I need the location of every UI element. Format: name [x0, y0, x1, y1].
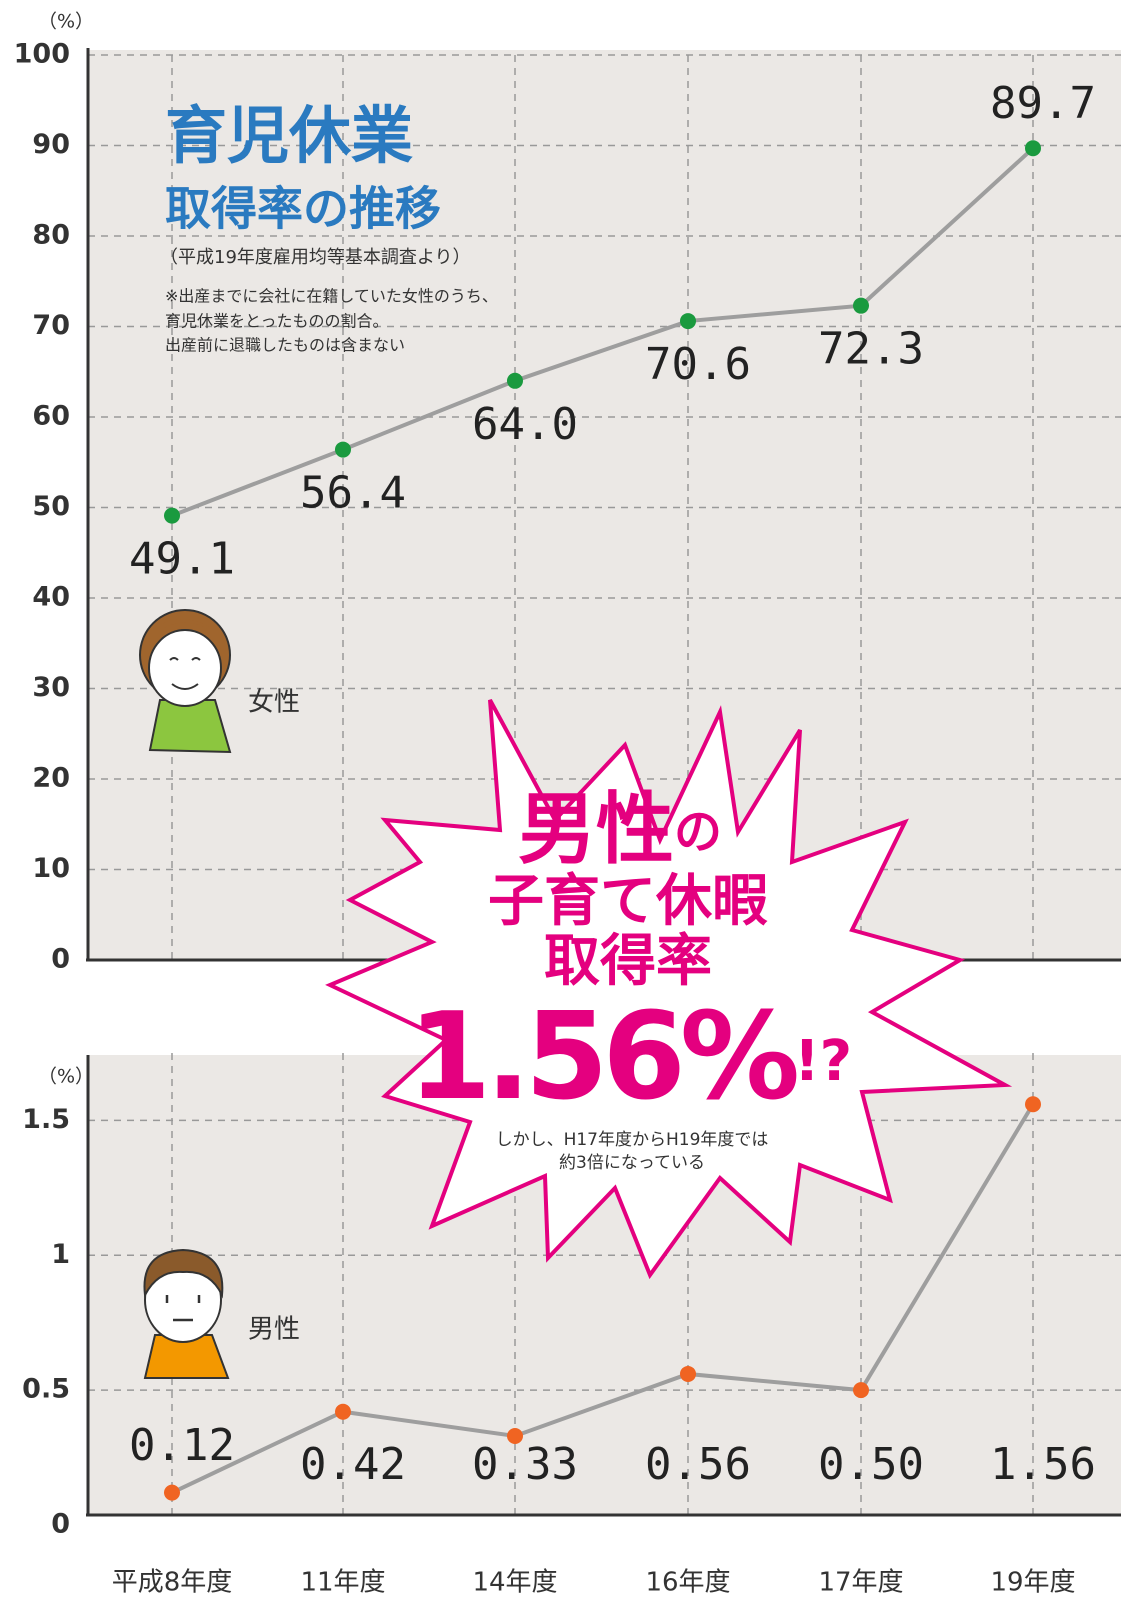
x-tick-label: 11年度	[300, 1568, 385, 1598]
y-tick-label: 0.5	[22, 1374, 70, 1405]
point	[507, 373, 523, 389]
data-label: 64.0	[472, 399, 578, 450]
point	[164, 508, 180, 524]
y-tick-label: 1	[51, 1239, 70, 1270]
x-tick-label: 14年度	[472, 1568, 557, 1598]
point	[1025, 1096, 1041, 1112]
title: 育児休業	[165, 99, 413, 172]
point	[1025, 140, 1041, 156]
note: ※出産までに会社に在籍していた女性のうち、	[165, 287, 498, 306]
y-tick-label: 1.5	[22, 1104, 70, 1135]
data-label: 89.7	[990, 78, 1096, 129]
callout-line: 取得率	[544, 929, 712, 994]
y-unit: （%）	[38, 1066, 94, 1088]
source: （平成19年度雇用均等基本調査より）	[160, 247, 471, 268]
point	[335, 1404, 351, 1420]
data-label: 56.4	[300, 468, 406, 519]
callout-number: 1.56%	[408, 988, 797, 1127]
callout-note: 約3倍になっている	[559, 1153, 705, 1173]
point	[164, 1485, 180, 1501]
y-tick-label: 50	[32, 491, 70, 522]
series-label: 女性	[248, 688, 300, 718]
callout-suffix: !?	[794, 1029, 852, 1094]
y-tick-label: 40	[32, 582, 70, 613]
y-tick-label: 60	[32, 401, 70, 432]
data-label: 72.3	[818, 324, 924, 375]
data-label: 1.56	[990, 1439, 1096, 1490]
x-tick-label: 17年度	[818, 1568, 903, 1598]
point	[335, 442, 351, 458]
y-tick-label: 30	[32, 672, 70, 703]
man-illustration	[144, 1250, 228, 1378]
callout-particle: の	[674, 804, 722, 860]
y-tick-label: 70	[32, 310, 70, 341]
y-tick-label: 90	[32, 129, 70, 160]
data-label: 0.33	[472, 1439, 578, 1490]
y-tick-label: 100	[14, 39, 70, 70]
point	[853, 1382, 869, 1398]
subtitle: 取得率の推移	[165, 182, 441, 236]
note: 育児休業をとったものの割合。	[165, 312, 389, 331]
x-tick-label: 平成8年度	[112, 1568, 233, 1598]
callout-figure: 1.56%!?	[408, 988, 852, 1127]
data-label: 0.12	[129, 1420, 235, 1471]
callout-emphasis: 男性	[518, 785, 674, 875]
y-tick-label: 10	[32, 853, 70, 884]
infographic: 育児休業 取得率の推移 （平成19年度雇用均等基本調査より） ※出産までに会社に…	[0, 0, 1121, 1602]
data-label: 0.56	[645, 1439, 751, 1490]
y-unit: （%）	[38, 11, 94, 33]
point	[853, 298, 869, 314]
woman-illustration	[140, 610, 230, 752]
y-tick-label: 0	[51, 1509, 70, 1540]
point	[680, 1366, 696, 1382]
callout-note: しかし、H17年度からH19年度では	[496, 1130, 769, 1150]
data-label: 49.1	[129, 534, 235, 585]
x-tick-label: 19年度	[990, 1568, 1075, 1598]
y-tick-label: 0	[51, 944, 70, 975]
data-label: 0.42	[300, 1439, 406, 1490]
point	[680, 313, 696, 329]
data-label: 70.6	[645, 339, 751, 390]
data-label: 0.50	[818, 1439, 924, 1490]
x-tick-label: 16年度	[645, 1568, 730, 1598]
y-tick-label: 80	[32, 220, 70, 251]
y-tick-label: 20	[32, 763, 70, 794]
callout-line: 子育て休暇	[488, 869, 768, 934]
note: 出産前に退職したものは含まない	[165, 336, 405, 355]
series-label: 男性	[248, 1315, 300, 1345]
